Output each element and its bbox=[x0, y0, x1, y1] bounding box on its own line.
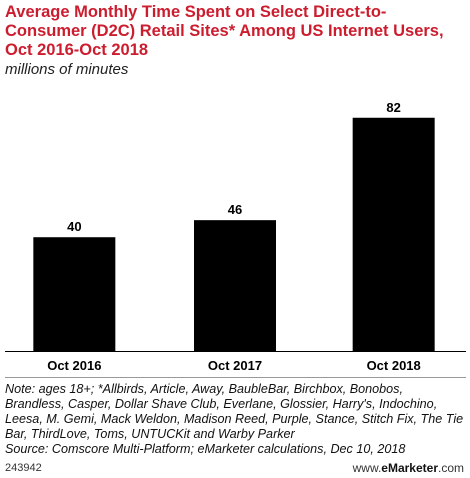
brand-footer: www.eMarketer.com bbox=[353, 461, 464, 475]
x-tick-label-0: Oct 2016 bbox=[47, 358, 101, 373]
x-tick-label-2: Oct 2018 bbox=[367, 358, 421, 373]
bar-0 bbox=[33, 237, 116, 351]
chart-header: Average Monthly Time Spent on Select Dir… bbox=[5, 3, 460, 78]
data-label-2: 82 bbox=[386, 100, 400, 115]
brand-name: eMarketer bbox=[381, 461, 438, 475]
brand-suffix: .com bbox=[437, 461, 464, 475]
data-label-1: 46 bbox=[228, 202, 242, 217]
chart-title: Average Monthly Time Spent on Select Dir… bbox=[5, 3, 444, 59]
chart-notes: Note: ages 18+; *Allbirds, Article, Away… bbox=[5, 382, 465, 457]
chart-subtitle: millions of minutes bbox=[5, 61, 129, 78]
brand-prefix: www. bbox=[352, 461, 382, 475]
bar-chart: 40 Oct 2016 46 Oct 2017 82 Oct 2018 bbox=[5, 100, 466, 378]
bar-2 bbox=[352, 117, 435, 351]
note-text: Note: ages 18+; *Allbirds, Article, Away… bbox=[5, 382, 464, 441]
data-label-0: 40 bbox=[67, 219, 81, 234]
source-text: Source: Comscore Multi-Platform; eMarket… bbox=[5, 442, 406, 456]
x-tick-label-1: Oct 2017 bbox=[208, 358, 262, 373]
bar-1 bbox=[194, 220, 276, 351]
chart-id: 243942 bbox=[5, 462, 42, 474]
